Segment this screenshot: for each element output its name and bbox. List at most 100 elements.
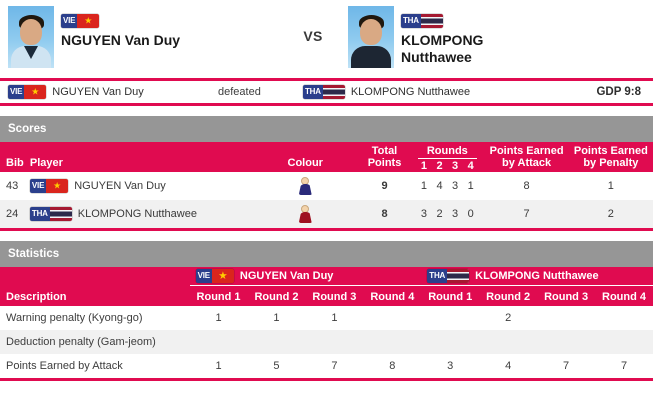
section-title-scores: Scores — [8, 123, 47, 135]
flag-chip-tha: THA — [401, 14, 443, 28]
cell-stat-value — [421, 306, 480, 330]
flag-icon-thailand — [49, 207, 72, 221]
cell-total-points: 8 — [358, 200, 411, 228]
flag-icon-vietnam: ★ — [24, 85, 47, 99]
table-row: Warning penalty (Kyong-go) 1 1 1 2 — [0, 306, 653, 330]
noc-code-tha-stats: THA — [427, 269, 448, 283]
athlete-family-name-right: KLOMPONG — [401, 32, 484, 48]
athlete-meta-left: VIE ★ NGUYEN Van Duy — [61, 6, 180, 49]
cell-bib: 24 — [0, 200, 26, 228]
scores-table: Bib Player Colour Total Points Rounds 1 … — [0, 142, 653, 228]
result-verb: defeated — [218, 86, 261, 98]
cell-player: THA KLOMPONG Nutthawee — [25, 200, 252, 228]
col-header-tha-round-3: Round 3 — [537, 288, 596, 306]
col-header-player: Player — [25, 142, 252, 172]
result-winner-name: NGUYEN Van Duy — [52, 86, 144, 98]
cell-stat-value: 8 — [363, 354, 422, 378]
photo-body — [351, 46, 391, 68]
statistics-bottom-rule — [0, 378, 653, 381]
cell-player-name: KLOMPONG Nutthawee — [77, 208, 197, 220]
cell-stat-value: 7 — [537, 354, 596, 378]
noc-code-vie-row: VIE — [29, 179, 47, 193]
scores-table-head: Bib Player Colour Total Points Rounds 1 … — [0, 142, 653, 172]
player-name-group: THA KLOMPONG Nutthawee — [29, 207, 197, 221]
photo-head — [360, 19, 382, 45]
cell-round-2: 4 — [436, 180, 443, 192]
athlete-name-right: KLOMPONG Nutthawee — [401, 32, 483, 66]
table-row: 24 THA KLOMPONG Nutthawee 8 — [0, 200, 653, 228]
flag-icon-vietnam: ★ — [46, 179, 69, 193]
cell-stat-value: 1 — [189, 354, 248, 378]
rounds-label: Rounds — [418, 145, 477, 159]
result-decision: GDP 9:8 — [596, 86, 641, 98]
cell-description: Deduction penalty (Gam-jeom) — [0, 330, 190, 354]
round-number-2: 2 — [436, 160, 443, 172]
flag-chip-vie-stats: VIE ★ — [195, 269, 234, 283]
spacer — [0, 106, 653, 116]
cell-round-2: 2 — [436, 208, 443, 220]
athlete-header-inner-vie: VIE ★ NGUYEN Van Duy — [189, 269, 422, 286]
athlete-meta-right: THA KLOMPONG Nutthawee — [401, 6, 483, 66]
col-header-attack-line2: by Attack — [502, 157, 552, 169]
athlete-photo-nguyen — [8, 6, 54, 68]
cell-round-1: 1 — [420, 180, 428, 192]
cell-round-1: 3 — [420, 208, 428, 220]
cell-stat-value: 4 — [479, 354, 538, 378]
photo-head — [20, 19, 42, 45]
cell-colour — [251, 200, 359, 228]
cell-stat-value — [595, 330, 653, 354]
scores-header-row: Bib Player Colour Total Points Rounds 1 … — [0, 142, 653, 172]
flag-icon-thailand — [447, 269, 470, 283]
col-header-penalty-line2: by Penalty — [583, 157, 639, 169]
section-header-statistics: Statistics — [0, 241, 653, 267]
round-values-list: 3 2 3 0 — [410, 203, 484, 225]
cell-stat-value — [189, 330, 248, 354]
rounds-number-list: 1 2 3 4 — [410, 160, 484, 172]
cell-stat-value: 1 — [189, 306, 248, 330]
noc-code-tha-row: THA — [29, 207, 50, 221]
cell-stat-value — [363, 306, 422, 330]
flag-chip-tha-row: THA — [29, 207, 72, 221]
athlete-name-left: NGUYEN Van Duy — [61, 32, 181, 48]
col-header-points-by-attack: Points Earned by Attack — [484, 142, 569, 172]
cell-stat-value: 5 — [247, 354, 306, 378]
col-header-penalty-line1: Points Earned — [573, 145, 648, 157]
col-header-athlete-vie: VIE ★ NGUYEN Van Duy — [189, 267, 422, 288]
cell-round-3: 3 — [452, 208, 459, 220]
stats-athlete-name-vie: NGUYEN Van Duy — [239, 270, 334, 282]
vs-label: VS — [303, 28, 323, 44]
noc-code-vie-stats: VIE — [195, 269, 212, 283]
athlete-header-inner-tha: THA KLOMPONG Nutthawee — [421, 269, 653, 286]
flag-icon-vietnam: ★ — [77, 14, 100, 28]
flag-chip-vie-result: VIE ★ — [8, 85, 47, 99]
athlete-block-left: VIE ★ NGUYEN Van Duy — [8, 6, 278, 68]
cell-rounds: 3 2 3 0 — [410, 200, 485, 228]
flag-chip-vie-row: VIE ★ — [29, 179, 69, 193]
round-number-4: 4 — [467, 160, 474, 172]
cell-round-3: 3 — [452, 180, 459, 192]
col-header-vie-round-3: Round 3 — [305, 288, 364, 306]
flag-icon-thailand — [322, 85, 345, 99]
flag-icon-vietnam: ★ — [211, 269, 234, 283]
section-title-statistics: Statistics — [8, 248, 60, 260]
cell-points-by-penalty: 2 — [568, 200, 653, 228]
round-number-3: 3 — [452, 160, 459, 172]
col-header-tha-round-1: Round 1 — [421, 288, 480, 306]
col-header-colour: Colour — [251, 142, 359, 172]
cell-stat-value — [479, 330, 538, 354]
athlete-photo-klompong — [348, 6, 394, 68]
cell-stat-value: 7 — [595, 354, 653, 378]
spacer — [0, 231, 653, 241]
statistics-table: Description VIE ★ NGUYEN Van Duy THA KL — [0, 267, 653, 378]
cell-description: Warning penalty (Kyong-go) — [0, 306, 190, 330]
statistics-athlete-header-row: Description VIE ★ NGUYEN Van Duy THA KL — [0, 267, 653, 306]
figure-head — [301, 177, 310, 185]
table-row: Points Earned by Attack 1 5 7 8 3 4 7 7 — [0, 354, 653, 378]
cell-description: Points Earned by Attack — [0, 354, 190, 378]
statistics-table-head: Description VIE ★ NGUYEN Van Duy THA KL — [0, 267, 653, 306]
col-header-total-points: Total Points — [358, 142, 411, 172]
figure-body — [298, 184, 312, 195]
figure-head — [301, 205, 310, 213]
round-number-1: 1 — [420, 160, 428, 172]
result-winner: VIE ★ NGUYEN Van Duy — [8, 85, 218, 99]
